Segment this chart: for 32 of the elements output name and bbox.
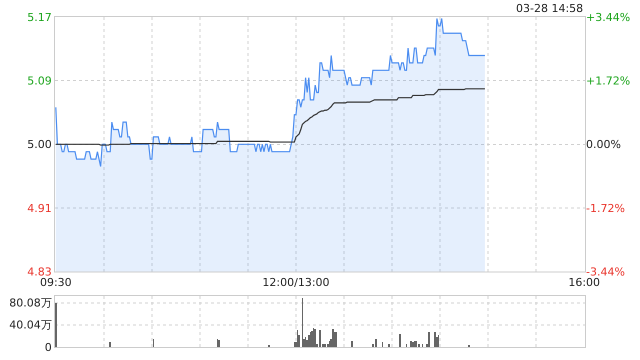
y2-tick-label: +1.72% [586,74,630,88]
y2-tick-label: -1.72% [586,202,625,215]
y2-tick-label: -3.44% [586,265,625,278]
text: 03-28 14:58 [516,2,584,15]
y-tick-label: 5.00 [27,138,52,152]
bar [55,303,57,347]
bar [351,341,353,347]
x-tick-label: 16:00 [568,276,600,289]
bar [324,344,326,347]
bar [308,335,310,347]
bar [418,344,420,347]
line-series [55,88,486,146]
y-tick-label: 5.17 [27,10,52,24]
y-tick-label: 4.91 [27,202,52,215]
y2-tick-label: 0.00% [586,138,621,152]
bar [410,341,412,347]
y-tick-label: 80.08万 [9,296,52,310]
bar [434,332,436,347]
y-tick-label: 4.83 [27,265,52,278]
x-tick-label: 09:30 [40,276,72,289]
bar [399,334,401,347]
y-tick-label: 0 [44,340,52,354]
y-tick-label: 40.04万 [9,318,52,332]
y-tick-label: 5.09 [27,74,52,88]
bar [428,332,430,347]
x-tick-label: 12:00/13:00 [262,276,330,289]
y2-tick-label: +3.44% [586,10,630,24]
bar [388,344,390,347]
bar [319,330,321,347]
bar [375,339,377,347]
bar [332,329,334,347]
bar [109,342,111,347]
